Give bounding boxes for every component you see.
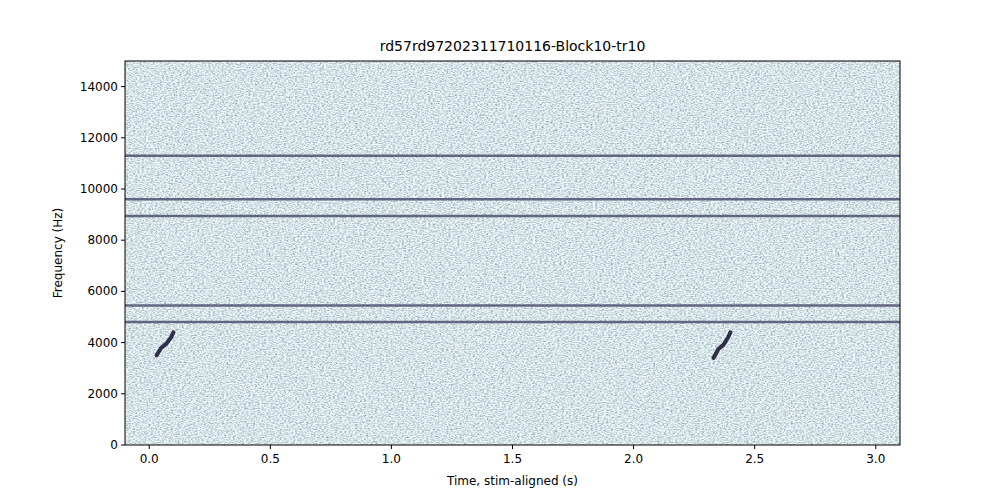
y-tick-label: 14000 — [80, 80, 118, 94]
y-tick-label: 2000 — [87, 387, 118, 401]
x-tick — [149, 445, 150, 449]
noise-band — [125, 304, 900, 307]
y-tick — [121, 86, 125, 87]
x-tick — [633, 445, 634, 449]
x-tick-label: 3.0 — [866, 452, 885, 466]
x-tick-label: 2.5 — [745, 452, 764, 466]
noise-band — [125, 154, 900, 157]
y-tick — [121, 291, 125, 292]
spectrogram-background — [125, 61, 900, 445]
x-tick — [270, 445, 271, 449]
x-tick-label: 2.0 — [624, 452, 643, 466]
plot-frame — [125, 61, 900, 445]
noise-band — [125, 321, 900, 324]
x-tick — [512, 445, 513, 449]
y-axis-label: Frequency (Hz) — [51, 208, 65, 299]
x-tick-label: 1.5 — [503, 452, 522, 466]
title: rd57rd97202311710116-Block10-tr10 — [380, 38, 646, 54]
x-tick-label: 1.0 — [382, 452, 401, 466]
x-tick-label: 0.0 — [140, 452, 159, 466]
x-tick-label: 0.5 — [261, 452, 280, 466]
y-tick — [121, 137, 125, 138]
y-tick-label: 6000 — [87, 284, 118, 298]
y-tick-label: 4000 — [87, 336, 118, 350]
y-tick-label: 12000 — [80, 131, 118, 145]
y-tick-label: 10000 — [80, 182, 118, 196]
noise-band — [125, 215, 900, 218]
y-tick-label: 0 — [110, 438, 118, 452]
vocalization — [714, 332, 731, 358]
y-tick — [121, 240, 125, 241]
x-tick — [875, 445, 876, 449]
chart: 0.0 0.5 1.0 1.5 2.0 2.5 3.0 0 2000 4000 6000 8000 10… — [0, 0, 1000, 500]
plot-area — [125, 156, 900, 358]
y-tick — [121, 342, 125, 343]
y-tick-label: 8000 — [87, 233, 118, 247]
x-tick — [754, 445, 755, 449]
x-tick — [391, 445, 392, 449]
y-tick — [121, 445, 125, 446]
noise-band — [125, 198, 900, 201]
x-axis-label: Time, stim-aligned (s) — [446, 474, 578, 488]
y-tick — [121, 189, 125, 190]
vocalization — [156, 332, 173, 355]
y-tick — [121, 393, 125, 394]
